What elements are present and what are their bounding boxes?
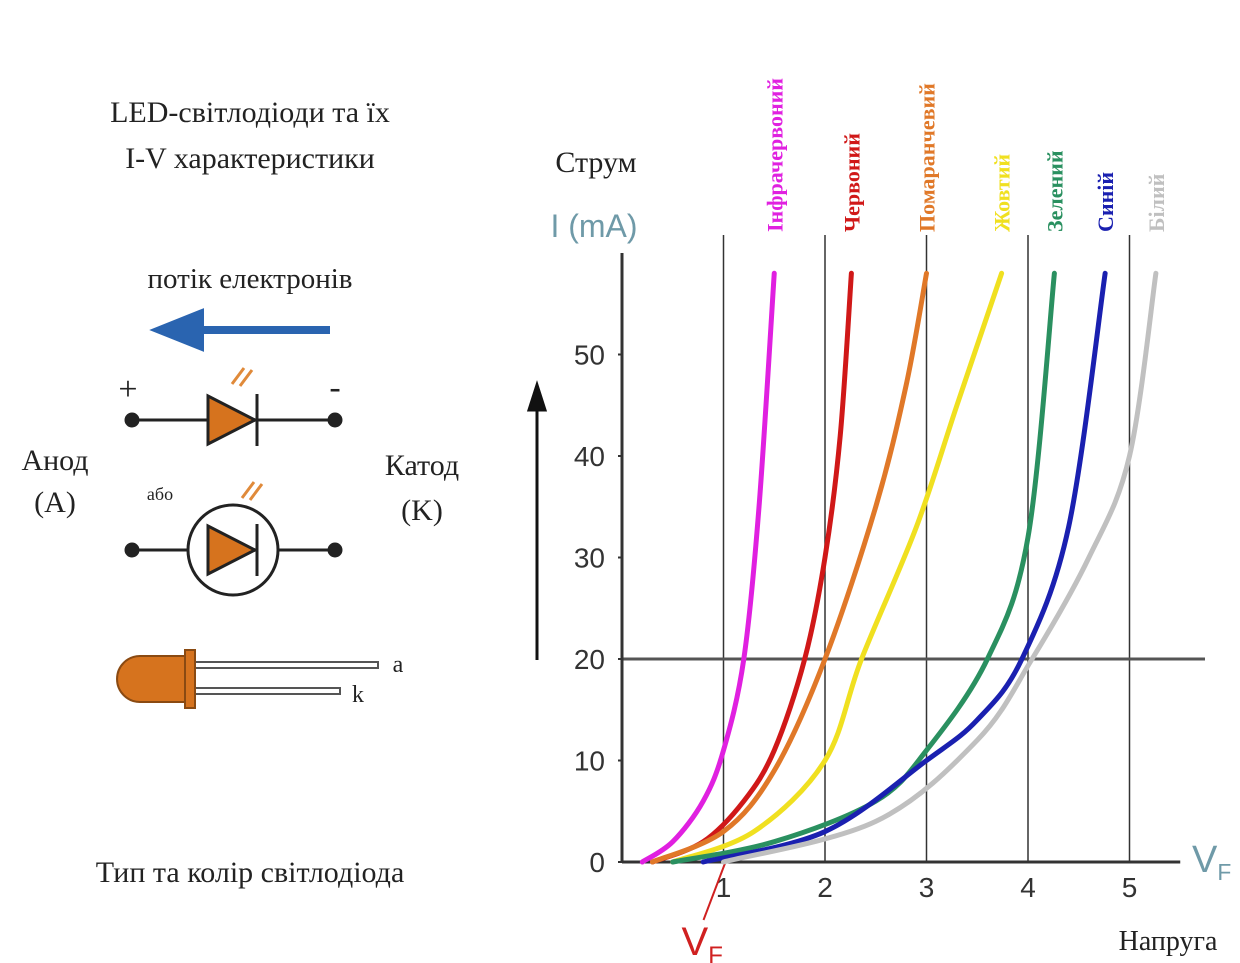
caption: Тип та колір світлодіода [96, 856, 405, 889]
y-axis-label: Струм [555, 146, 636, 179]
x-axis-symbol-sub: F [1217, 859, 1231, 885]
y-axis-label: I (mA) [550, 208, 637, 244]
plus-sign: + [118, 371, 137, 408]
vf-marker: VF [682, 920, 723, 963]
y-tick-label: 50 [574, 340, 605, 371]
series-line [642, 273, 774, 862]
legend-label: Синій [1093, 172, 1118, 232]
lead-label: a [393, 652, 404, 678]
lead-label: k [352, 682, 364, 708]
minus-sign: - [329, 369, 340, 406]
cathode-label: Катод [385, 449, 459, 482]
anode-label: (А) [34, 486, 76, 519]
y-tick-label: 10 [574, 746, 605, 777]
legend-label: Жовтий [990, 154, 1015, 232]
series-line [673, 273, 1055, 862]
series-line [652, 273, 926, 862]
y-tick-label: 0 [589, 847, 605, 878]
vf-marker-main: V [682, 920, 709, 963]
anode-label: Анод [21, 444, 88, 477]
y-tick-label: 40 [574, 441, 605, 472]
up-arrow [529, 385, 545, 660]
x-axis-symbol: VF [1192, 839, 1231, 885]
legend-label: Білий [1144, 173, 1169, 232]
or-label: або [147, 484, 173, 504]
x-tick-label: 5 [1122, 872, 1138, 903]
series-line [673, 273, 1002, 862]
flow-label: потік електронів [148, 263, 353, 295]
vf-marker-sub: F [708, 942, 723, 963]
x-tick-label: 1 [716, 872, 732, 903]
y-tick-label: 30 [574, 543, 605, 574]
x-axis-label: Напруга [1119, 926, 1218, 957]
flow-arrow [160, 314, 330, 346]
series-line [724, 273, 1156, 862]
title-line: LED-світлодіоди та їх [110, 96, 390, 129]
legend-label: Червоний [839, 133, 864, 232]
cathode-label: (K) [401, 494, 443, 527]
left-panel: LED-світлодіоди та їх I-V характеристики… [21, 96, 459, 889]
legend-label: Інфрачервоний [762, 78, 787, 232]
x-tick-label: 3 [919, 872, 935, 903]
led-drawing [117, 650, 378, 708]
y-tick-label: 20 [574, 644, 605, 675]
x-tick-label: 4 [1020, 872, 1036, 903]
title-line: I-V характеристики [125, 142, 375, 175]
legend-label: Помаранчевий [915, 83, 940, 232]
page: LED-світлодіоди та їх I-V характеристики… [0, 0, 1240, 963]
x-tick-label: 2 [817, 872, 833, 903]
legend-label: Зелений [1042, 150, 1067, 232]
x-axis-symbol-main: V [1192, 839, 1218, 881]
